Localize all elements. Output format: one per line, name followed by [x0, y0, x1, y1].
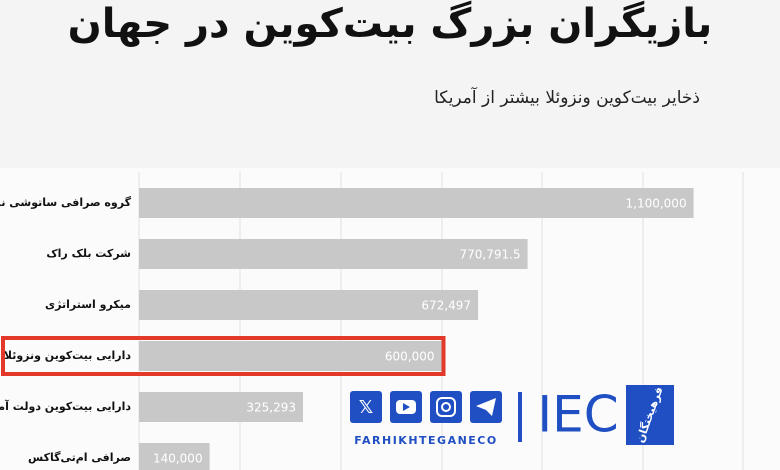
- brand-handle: FARHIKHTEGANECO: [354, 434, 497, 447]
- category-label: دارایی بیت‌کوین دولت آمریکا: [0, 399, 131, 413]
- value-label: 672,497: [421, 299, 471, 313]
- chart-subtitle: ذخایر بیت‌کوین ونزوئلا بیشتر از آمریکا: [434, 86, 700, 108]
- bar: [139, 290, 479, 320]
- instagram-glyph: [436, 397, 456, 417]
- bar: [139, 443, 210, 470]
- category-label: صرافی ام‌تی‌گاکس: [28, 451, 131, 464]
- brand-badge: [626, 385, 674, 445]
- value-label: 600,000: [385, 350, 435, 364]
- telegram-glyph: [476, 398, 496, 416]
- highlight-box: [1, 336, 446, 376]
- bar: [139, 239, 528, 269]
- category-label: گروه صرافی ساتوشی ناکاموتو: [0, 196, 132, 209]
- category-label: شرکت بلک راک: [46, 247, 131, 260]
- chart-title: بازیگران بزرگ بیت‌کوین در جهان: [68, 0, 713, 47]
- bar: [139, 392, 304, 422]
- branding: 𝕏 FARHIKHTEGANECO IEC فرهیختگان: [350, 385, 674, 447]
- brand-logo: IEC: [537, 386, 618, 444]
- youtube-play: [403, 403, 410, 411]
- instagram-icon[interactable]: [430, 391, 462, 423]
- instagram-lens: [441, 402, 451, 412]
- x-icon[interactable]: [350, 391, 382, 423]
- value-label: 1,100,000: [626, 197, 687, 211]
- bar: [139, 188, 694, 218]
- bars: 1,100,000 گروه صرافی ساتوشی ناکاموتو 770,7…: [0, 188, 694, 470]
- value-label: 140,000: [153, 452, 203, 466]
- category-label: میکرو استراتژی: [45, 298, 131, 311]
- value-label: 325,293: [246, 401, 296, 415]
- value-label: 770,791.5: [460, 248, 521, 262]
- category-label: دارایی بیت‌کوین ونزوئلا: [4, 349, 132, 362]
- bar: [139, 341, 442, 371]
- brand-divider: [518, 392, 522, 442]
- x-glyph: 𝕏: [359, 397, 374, 418]
